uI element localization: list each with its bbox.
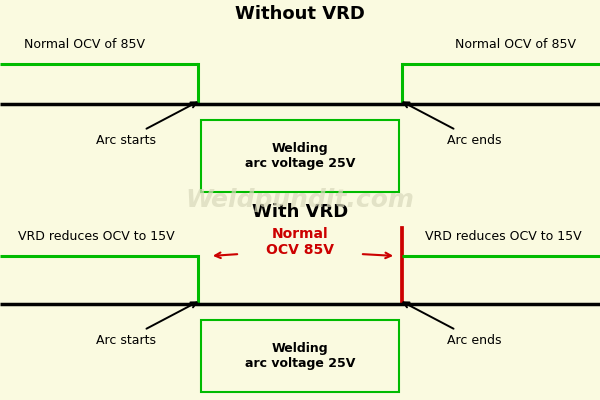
Text: Arc ends: Arc ends xyxy=(447,134,501,147)
Text: VRD reduces OCV to 15V: VRD reduces OCV to 15V xyxy=(425,230,582,242)
Text: Without VRD: Without VRD xyxy=(235,5,365,23)
Text: VRD reduces OCV to 15V: VRD reduces OCV to 15V xyxy=(18,230,175,242)
Text: With VRD: With VRD xyxy=(252,203,348,221)
Text: Welding
arc voltage 25V: Welding arc voltage 25V xyxy=(245,142,355,170)
Text: Arc starts: Arc starts xyxy=(96,334,156,347)
Text: Normal
OCV 85V: Normal OCV 85V xyxy=(266,227,334,257)
Text: Arc ends: Arc ends xyxy=(447,334,501,347)
Text: Normal OCV of 85V: Normal OCV of 85V xyxy=(455,38,576,50)
Text: Welding
arc voltage 25V: Welding arc voltage 25V xyxy=(245,342,355,370)
Text: Normal OCV of 85V: Normal OCV of 85V xyxy=(24,38,145,50)
Bar xyxy=(201,120,399,192)
Text: Arc starts: Arc starts xyxy=(96,134,156,147)
Bar xyxy=(201,320,399,392)
Text: Weldpundit.com: Weldpundit.com xyxy=(185,188,415,212)
